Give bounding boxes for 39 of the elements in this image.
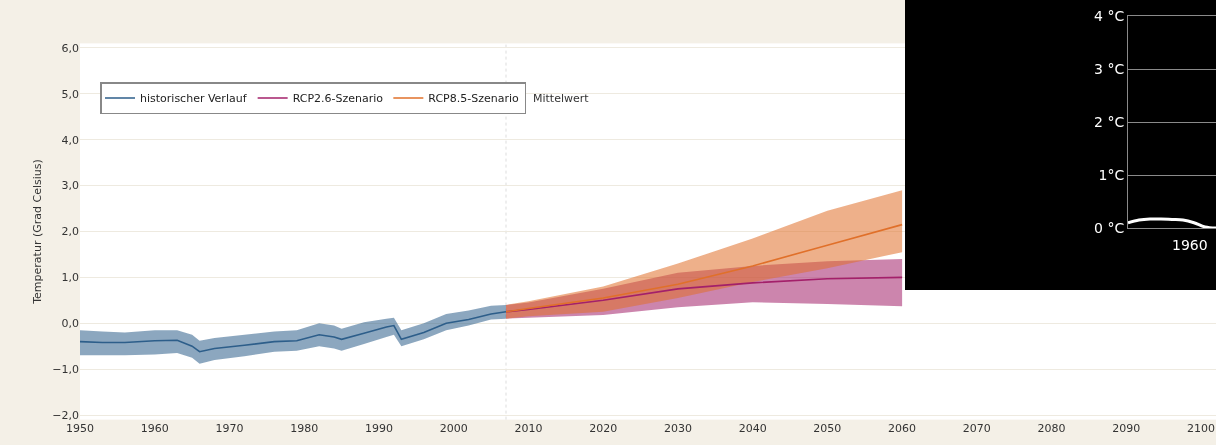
y-tick-label: 1,0 (61, 271, 79, 285)
y-axis-title: Temperatur (Grad Celsius) (30, 159, 44, 305)
y-tick-label: 1°C (1098, 166, 1125, 183)
y-tick-label: 3 °C (1094, 60, 1125, 77)
x-tick-label: 2060 (888, 421, 917, 435)
y-tick-label: 4 °C (1094, 7, 1125, 24)
legend-label: RCP8.5-Szenario (428, 92, 520, 106)
legend-label: historischer Verlauf (140, 92, 248, 106)
x-tick-label: 2070 (962, 421, 991, 435)
y-tick-label: 5,0 (61, 87, 79, 101)
y-tick-label: 6,0 (61, 41, 79, 55)
x-tick-label: 2050 (813, 421, 842, 435)
y-tick-label: 4,0 (61, 133, 79, 147)
x-tick-label: 2010 (514, 421, 543, 435)
legend-label: RCP2.6-Szenario (292, 92, 384, 106)
annotation: Mittelwert (533, 92, 590, 105)
line-series (1128, 217, 1216, 228)
y-tick-label: 3,0 (61, 179, 79, 193)
x-tick-label: 2080 (1037, 421, 1066, 435)
y-tick-label: 2 °C (1094, 113, 1125, 130)
x-tick-label: 1960 (140, 421, 169, 435)
x-tick-label: 2090 (1112, 421, 1141, 435)
x-tick-label: 2020 (589, 421, 618, 435)
x-tick-label: 2040 (738, 421, 767, 435)
y-tick-label: 2,0 (61, 225, 79, 239)
x-tick-label: 2100 (1187, 421, 1216, 435)
line-series (80, 310, 507, 353)
x-tick-label: 1950 (66, 421, 94, 435)
y-tick-label: −1,0 (52, 362, 79, 376)
annotation: 1960 (1172, 237, 1208, 253)
x-tick-label: 1990 (364, 421, 393, 435)
y-tick-label: 0 °C (1094, 219, 1125, 236)
x-tick-label: 2030 (663, 421, 692, 435)
y-tick-label: −2,0 (52, 408, 79, 422)
y-tick-label: 0,0 (61, 317, 79, 331)
x-tick-label: 1970 (215, 421, 244, 435)
x-tick-label: 1980 (290, 421, 319, 435)
x-tick-label: 2000 (439, 421, 468, 435)
line-series (505, 223, 903, 313)
